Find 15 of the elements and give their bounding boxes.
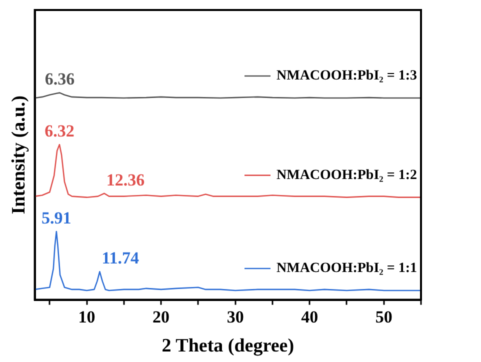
annotation: 5.91: [42, 208, 72, 228]
annotation: 11.74: [102, 248, 140, 268]
y-axis-title: Intensity (a.u.): [8, 96, 30, 214]
x-axis-title: 2 Theta (degree): [162, 336, 294, 357]
x-tick-label: 30: [226, 307, 244, 326]
legend-label: NMACOOH:PbI₂ = 1:1: [276, 261, 417, 276]
annotation: 12.36: [106, 170, 145, 190]
x-tick-label: 10: [78, 307, 96, 326]
x-tick-label: 40: [301, 307, 318, 326]
x-tick-label: 20: [152, 307, 170, 326]
annotation: 6.36: [44, 70, 75, 89]
annotation: 6.32: [44, 121, 74, 140]
x-tick-label: 50: [375, 307, 392, 326]
legend-label: NMACOOH:PbI₂ = 1:2: [276, 168, 417, 183]
legend-label: NMACOOH:PbI₂ = 1:3: [276, 68, 417, 84]
